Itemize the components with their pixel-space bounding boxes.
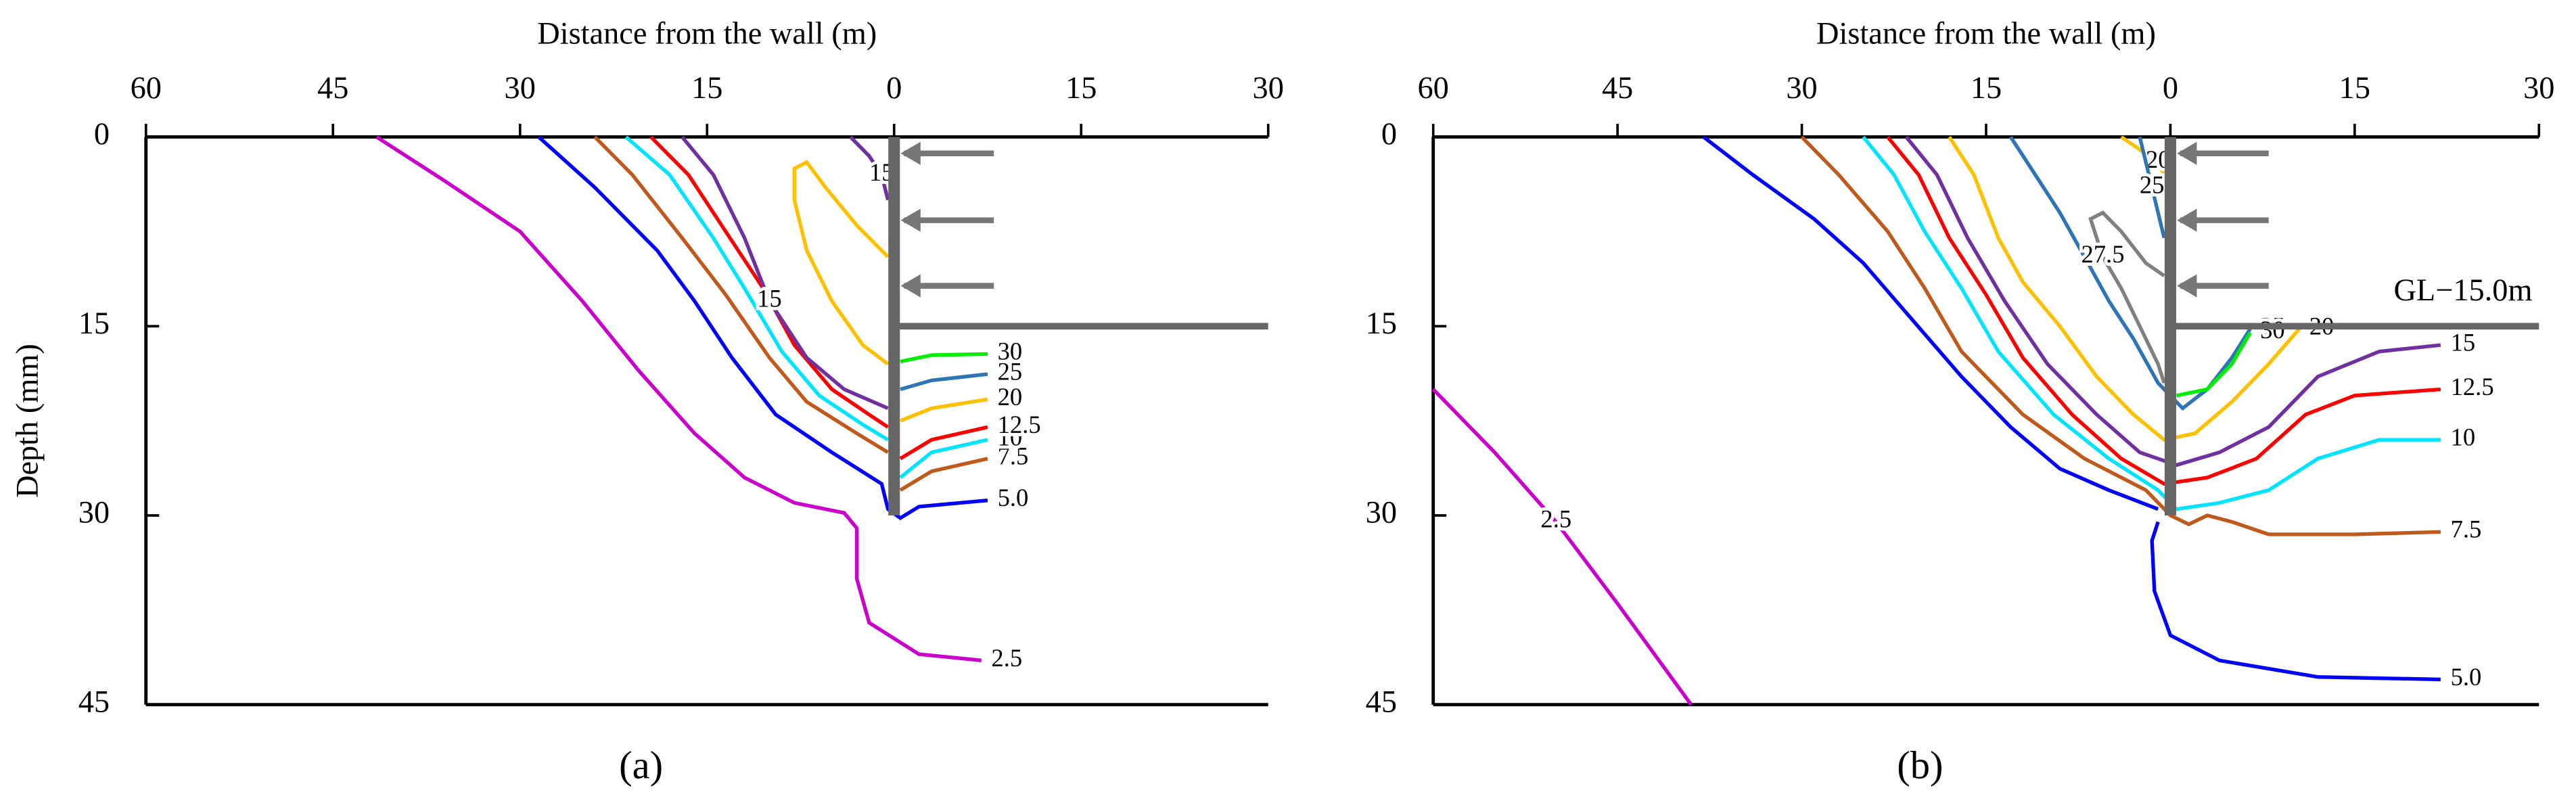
x-tick-label: 45 xyxy=(317,71,348,106)
x-tick-label: 0 xyxy=(2163,71,2178,106)
contour-line xyxy=(900,372,988,392)
x-tick-label: 15 xyxy=(1065,71,1097,106)
strut-arrow xyxy=(900,274,921,298)
y-tick-label: 45 xyxy=(1366,685,1397,719)
contour-label: 25 xyxy=(2140,170,2165,198)
contour-line xyxy=(624,135,988,480)
y-tick-label: 45 xyxy=(78,685,110,719)
y-tick-label: 15 xyxy=(78,306,110,341)
x-tick-label: 15 xyxy=(2339,71,2370,106)
contour-line xyxy=(792,160,988,423)
strut-arrow xyxy=(2177,274,2197,298)
contour-line xyxy=(2120,135,2166,176)
contour-line xyxy=(537,135,988,521)
contour-line xyxy=(2088,210,2166,384)
contour-label: 2.5 xyxy=(991,644,1022,672)
contour-line xyxy=(849,135,890,201)
contour-label: 10 xyxy=(2451,423,2476,451)
x-tick-label: 0 xyxy=(886,71,902,106)
contour-line xyxy=(1702,135,2441,682)
contour-line xyxy=(593,135,988,492)
y-tick-label: 30 xyxy=(78,496,110,530)
contour-line xyxy=(2176,331,2252,398)
x-tick-label: 30 xyxy=(1253,71,1284,106)
contour-label: 15 xyxy=(2451,329,2476,356)
x-tick-label: 45 xyxy=(1602,71,1633,106)
x-tick-label: 30 xyxy=(1786,71,1817,106)
strut-arrow xyxy=(2177,208,2197,232)
contour-label: 15 xyxy=(757,284,782,312)
x-axis-title: Distance from the wall (m) xyxy=(1816,16,2156,51)
contour-line xyxy=(2009,136,2252,411)
contour-line xyxy=(1800,135,2441,536)
y-tick-label: 0 xyxy=(94,117,110,152)
contour-label: 30 xyxy=(2260,316,2285,344)
annotation: GL−15.0m xyxy=(2393,273,2532,308)
strut-arrow xyxy=(900,208,921,232)
contour-line xyxy=(681,135,889,411)
y-axis-title: Depth (mm) xyxy=(11,344,45,498)
contour-label: 25 xyxy=(998,358,1023,386)
x-tick-label: 15 xyxy=(1971,71,2002,106)
y-tick-label: 0 xyxy=(1381,117,1397,152)
x-axis-title: Distance from the wall (m) xyxy=(537,16,877,51)
contour-label: 5.0 xyxy=(998,484,1029,511)
contour-label: 10 xyxy=(998,423,1023,451)
contour-line xyxy=(2138,136,2166,239)
contour-line xyxy=(1431,388,1693,706)
x-tick-label: 60 xyxy=(1418,71,1449,106)
contour-label: 20 xyxy=(998,383,1023,411)
contour-label: 30 xyxy=(998,338,1023,365)
contour-line xyxy=(1904,135,2441,467)
contour-line xyxy=(375,135,982,663)
contour-label: 7.5 xyxy=(2451,515,2482,543)
contour-label: 7.5 xyxy=(998,442,1029,469)
contour-label: 5.0 xyxy=(2451,663,2482,691)
strut-arrow xyxy=(900,141,921,165)
x-tick-label: 60 xyxy=(131,71,162,106)
panel-label: (a) xyxy=(619,743,663,787)
contour-line xyxy=(1886,135,2441,486)
x-tick-label: 30 xyxy=(2523,71,2554,106)
contour-line xyxy=(1948,136,2301,442)
x-tick-label: 15 xyxy=(691,71,722,106)
panel-label: (b) xyxy=(1897,743,1943,787)
x-tick-label: 30 xyxy=(505,71,536,106)
contour-line xyxy=(1862,135,2441,511)
strut-arrow xyxy=(2177,141,2197,165)
y-tick-label: 15 xyxy=(1366,306,1397,341)
contour-label: 12.5 xyxy=(998,411,1041,438)
contour-label: 12.5 xyxy=(2451,373,2494,400)
contour-label: 27.5 xyxy=(2082,240,2125,268)
y-tick-label: 30 xyxy=(1366,496,1397,530)
contour-line xyxy=(900,352,988,364)
contour-label: 2.5 xyxy=(1540,505,1571,533)
